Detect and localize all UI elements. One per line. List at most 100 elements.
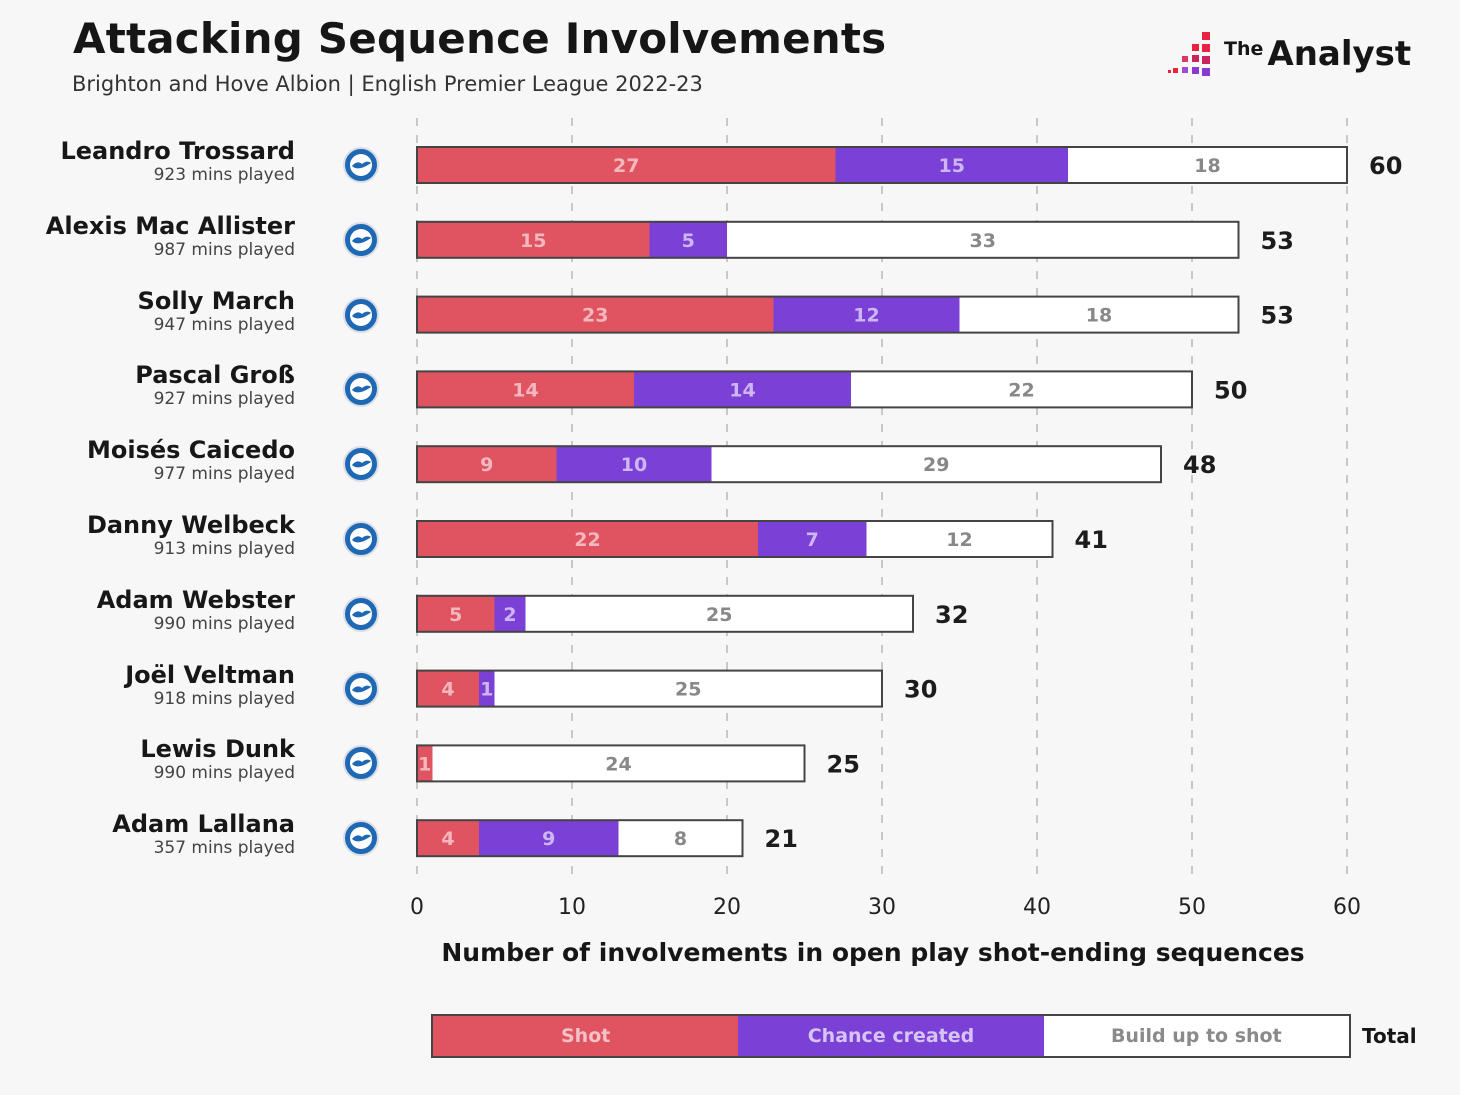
bar-outline <box>416 146 1348 184</box>
data-label: 18 <box>1194 155 1220 177</box>
player-mins: 987 mins played <box>153 239 295 260</box>
player-name: Moisés Caicedo <box>86 436 295 465</box>
player-mins: 923 mins played <box>153 165 295 185</box>
bar-segment-chance-created <box>479 820 619 857</box>
player-label: Joël Veltman 918 mins played <box>0 661 295 709</box>
brighton-crest-icon <box>343 221 379 258</box>
player-label: Solly March 947 mins played <box>0 287 295 335</box>
player-mins: 977 mins played <box>153 464 295 485</box>
the-analyst-logo: The Analyst <box>1166 30 1426 82</box>
data-label: 4 <box>441 679 454 701</box>
total-label: 30 <box>904 676 937 704</box>
bar-segment-build-up <box>432 745 805 782</box>
legend-chance-created: Chance created <box>738 1016 1044 1056</box>
total-label: 53 <box>1261 227 1294 255</box>
player-name: Solly March <box>137 286 295 315</box>
bar-segment-shot <box>417 595 495 632</box>
bar-segment-build-up <box>959 296 1239 333</box>
brighton-crest-icon <box>343 521 379 557</box>
data-label: 15 <box>939 155 965 177</box>
player-label: Alexis Mac Allister 987 mins played <box>0 212 295 260</box>
x-tick-label: 60 <box>1333 895 1361 920</box>
brighton-crest-icon <box>343 296 379 333</box>
brighton-crest-icon <box>343 147 379 183</box>
brighton-crest-icon <box>343 670 379 707</box>
player-name: Leandro Trossard <box>60 137 295 165</box>
player-name: Danny Welbeck <box>86 511 295 539</box>
data-label: 22 <box>574 529 600 551</box>
player-label: Pascal Groß 927 mins played <box>0 361 295 409</box>
bar-segment-shot <box>417 820 479 857</box>
data-label: 5 <box>682 230 695 252</box>
total-label: 50 <box>1214 376 1247 404</box>
bar-outline <box>416 295 1240 334</box>
data-label: 33 <box>970 230 996 252</box>
data-label: 29 <box>923 454 949 476</box>
bar-segment-chance-created <box>758 521 867 557</box>
legend-total: Total <box>1362 1024 1417 1048</box>
bar-segment-build-up <box>1068 147 1347 183</box>
player-label: Adam Webster 990 mins played <box>0 586 295 634</box>
player-mins: 927 mins played <box>153 389 295 410</box>
bar-segment-build-up <box>727 221 1239 258</box>
bar-outline <box>416 445 1162 484</box>
total-label: 21 <box>765 825 798 853</box>
bar-outline <box>416 520 1054 558</box>
data-label: 2 <box>503 604 516 626</box>
player-name: Lewis Dunk <box>140 735 295 764</box>
bar-segment-chance-created <box>649 221 727 258</box>
total-label: 60 <box>1369 152 1402 180</box>
brighton-crest-icon <box>343 820 379 857</box>
brighton-crest-icon <box>343 371 379 408</box>
player-label: Danny Welbeck 913 mins played <box>0 511 295 559</box>
x-tick-label: 50 <box>1178 895 1206 920</box>
brighton-crest-icon <box>343 446 379 483</box>
data-label: 24 <box>605 753 631 775</box>
player-mins: 990 mins played <box>153 763 295 784</box>
x-tick-label: 10 <box>558 895 586 920</box>
legend-shot: Shot <box>433 1016 739 1056</box>
bar-outline <box>416 370 1193 409</box>
player-mins: 918 mins played <box>153 688 295 709</box>
x-axis-label: Number of involvements in open play shot… <box>441 938 1305 967</box>
bar-segment-chance-created <box>556 446 712 483</box>
total-label: 53 <box>1261 302 1294 330</box>
bar-segment-shot <box>417 521 758 557</box>
total-label: 41 <box>1075 526 1108 554</box>
analyst-mark-icon <box>1168 32 1210 76</box>
bar-segment-build-up <box>618 820 743 857</box>
data-label: 15 <box>520 230 546 252</box>
legend-build-up: Build up to shot <box>1043 1016 1349 1056</box>
x-tick-label: 40 <box>1023 895 1051 920</box>
x-tick-label: 0 <box>410 895 424 920</box>
player-label: Adam Lallana 357 mins played <box>0 810 295 858</box>
data-label: 4 <box>441 828 454 850</box>
data-label: 14 <box>512 379 538 401</box>
data-label: 25 <box>675 679 701 701</box>
bar-outline <box>416 669 883 708</box>
player-mins: 947 mins played <box>153 314 295 335</box>
player-label: Moisés Caicedo 977 mins played <box>0 436 295 484</box>
data-label: 14 <box>729 379 755 401</box>
data-label: 8 <box>674 828 687 850</box>
chart-legend: Shot Chance created Build up to shot <box>431 1014 1351 1058</box>
data-label: 10 <box>621 454 647 476</box>
total-label: 32 <box>935 601 968 629</box>
data-label: 1 <box>418 753 431 775</box>
bar-segment-shot <box>417 296 774 333</box>
bar-segment-shot <box>417 371 634 408</box>
player-name: Alexis Mac Allister <box>45 211 295 240</box>
brand-the: The <box>1224 38 1264 60</box>
data-label: 9 <box>480 454 493 476</box>
total-label: 48 <box>1183 451 1216 479</box>
bar-outline <box>416 220 1240 259</box>
bar-segment-shot <box>417 446 557 483</box>
player-name: Adam Webster <box>96 585 295 614</box>
bar-segment-chance-created <box>634 371 851 408</box>
bar-outline <box>416 744 806 783</box>
bar-segment-shot <box>417 670 479 707</box>
data-label: 25 <box>706 604 732 626</box>
brighton-crest-icon <box>343 745 379 782</box>
bar-segment-shot <box>417 221 650 258</box>
data-label: 18 <box>1086 305 1112 327</box>
